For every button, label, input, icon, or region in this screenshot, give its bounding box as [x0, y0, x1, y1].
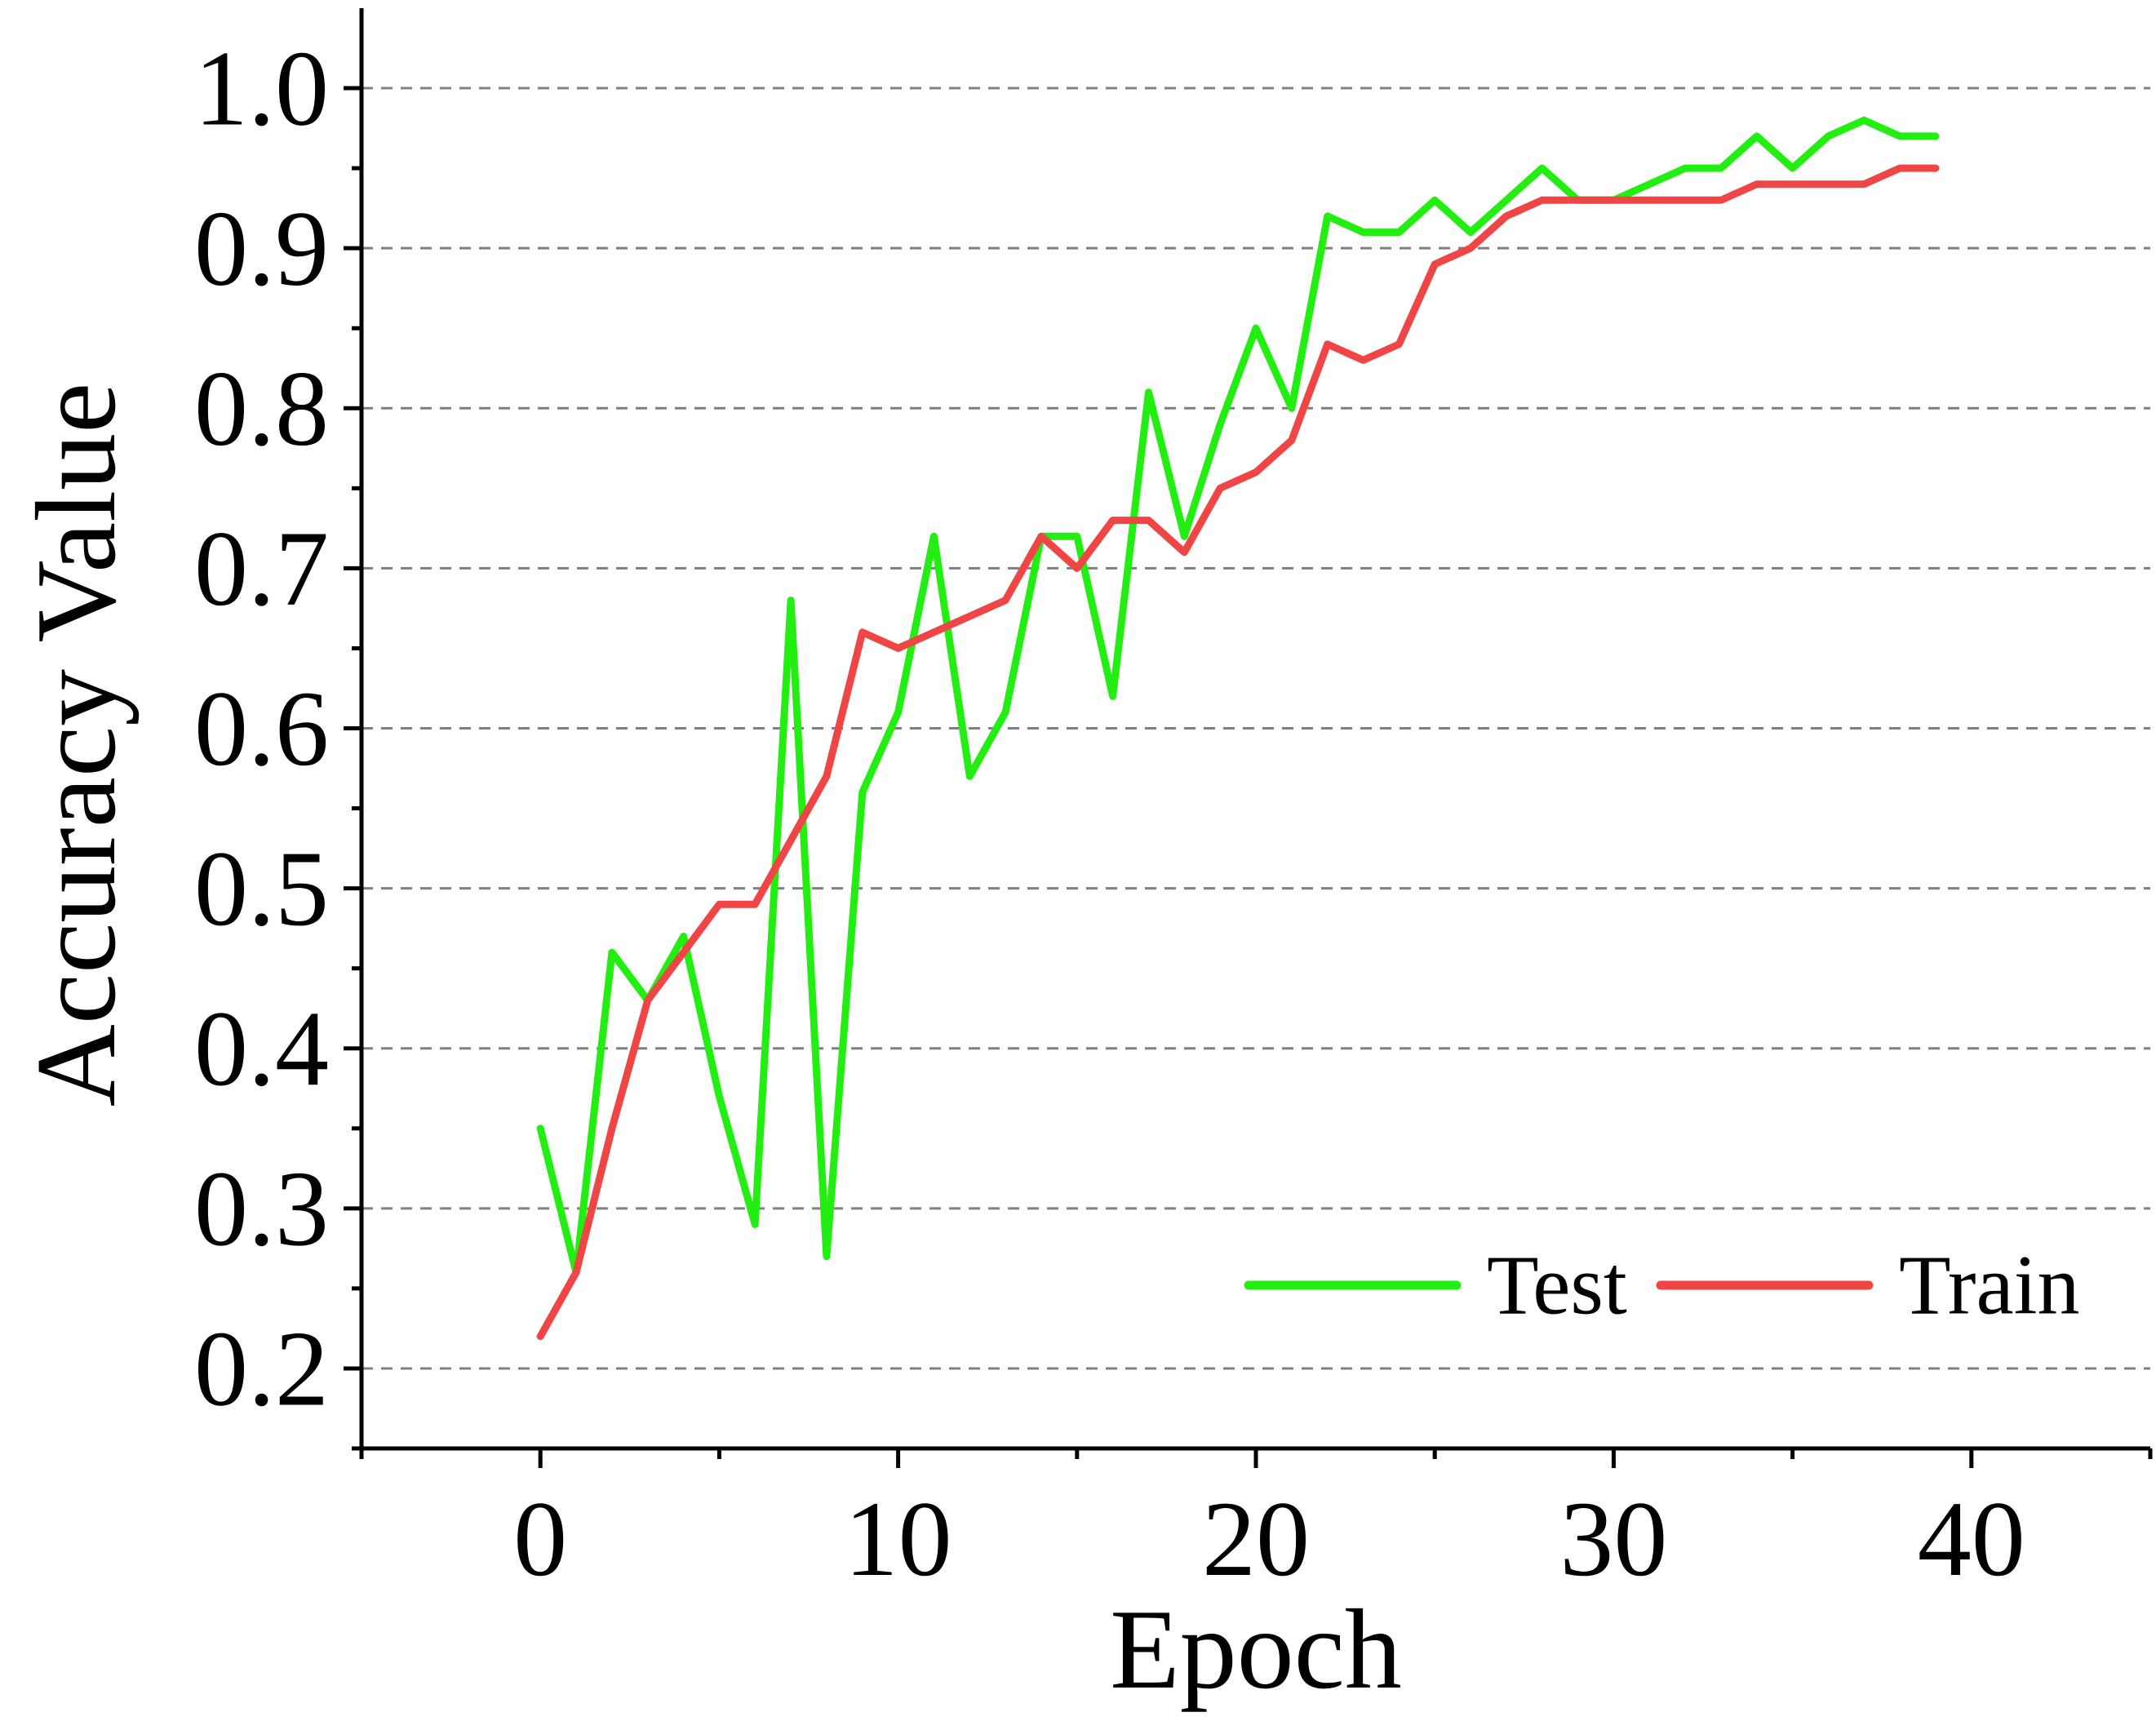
legend-label-test: Test — [1487, 1239, 1627, 1333]
y-tick-label: 0.7 — [194, 508, 329, 628]
x-tick-label: 20 — [1202, 1479, 1310, 1599]
y-tick-label: 0.5 — [194, 828, 329, 948]
x-axis-title: Epoch — [1110, 1586, 1402, 1713]
legend-label-train: Train — [1899, 1239, 2080, 1333]
ticks: 0.2 0.3 0.4 0.5 0.6 0.7 0.8 0.9 1.0 0 10 20 30 40 — [194, 29, 2153, 1599]
y-tick-label: 0.3 — [194, 1148, 329, 1268]
y-tick-label: 0.6 — [194, 668, 329, 788]
y-axis-title: Accuracy Value — [13, 383, 140, 1107]
gridlines — [362, 86, 2150, 1370]
x-tick-label: 10 — [845, 1479, 952, 1599]
x-tick-label: 40 — [1918, 1479, 2025, 1599]
y-tick-label: 1.0 — [194, 29, 329, 149]
y-tick-label: 0.2 — [194, 1308, 329, 1428]
series-line-train — [536, 164, 1940, 1341]
series — [536, 116, 1940, 1341]
x-tick-label: 0 — [513, 1479, 567, 1599]
y-tick-label: 0.8 — [194, 348, 329, 468]
y-tick-label: 0.9 — [194, 189, 329, 308]
y-tick-label: 0.4 — [194, 988, 329, 1108]
x-tick-label: 30 — [1559, 1479, 1667, 1599]
legend: Test Train — [1244, 1239, 2080, 1333]
series-line-test — [536, 116, 1940, 1276]
